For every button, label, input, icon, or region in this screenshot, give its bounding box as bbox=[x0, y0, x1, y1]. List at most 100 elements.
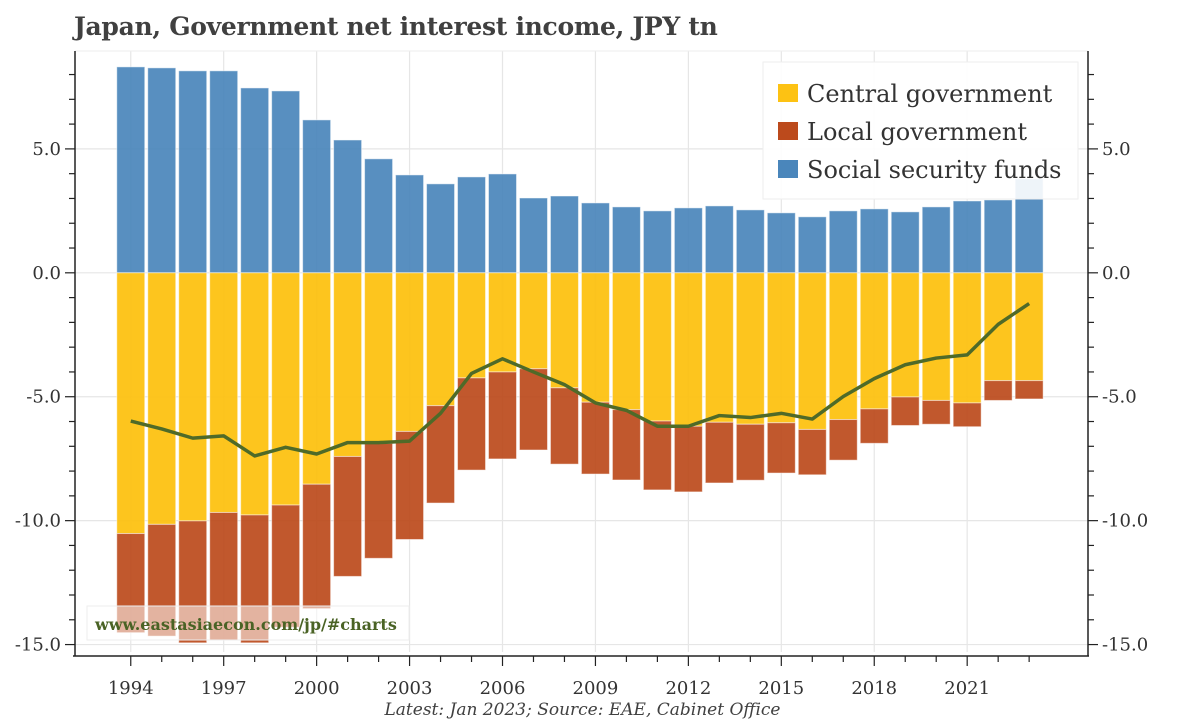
bar-social-security-2007 bbox=[518, 197, 548, 274]
bar-central-government-2003 bbox=[395, 272, 425, 432]
bar-social-security-1995 bbox=[147, 67, 177, 274]
bar-central-government-2006 bbox=[488, 272, 518, 373]
bar-social-security-1997 bbox=[209, 70, 239, 274]
bar-local-government-2023 bbox=[1014, 380, 1044, 400]
y-tick-label-left: -10.0 bbox=[15, 511, 61, 532]
y-tick-label-right: 5.0 bbox=[1102, 139, 1131, 160]
y-tick-label-left: 0.0 bbox=[32, 263, 61, 284]
legend-label: Central government bbox=[807, 80, 1053, 108]
watermark-text: www.eastasiaecon.com/jp/#charts bbox=[94, 615, 397, 634]
bar-social-security-1998 bbox=[240, 87, 270, 274]
x-tick-label: 2009 bbox=[573, 678, 619, 699]
bar-social-security-2002 bbox=[364, 158, 394, 274]
legend-swatch-social-security-funds bbox=[778, 160, 798, 178]
bar-social-security-2005 bbox=[457, 176, 487, 274]
legend-label: Local government bbox=[807, 118, 1027, 146]
bar-central-government-2020 bbox=[921, 272, 951, 401]
bar-central-government-2021 bbox=[952, 272, 982, 404]
x-tick-label: 2012 bbox=[665, 678, 711, 699]
x-tick-label: 2021 bbox=[944, 678, 990, 699]
legend: Central government Local government Social… bbox=[762, 61, 1079, 200]
bar-local-government-2016 bbox=[797, 428, 827, 476]
bar-social-security-2003 bbox=[395, 174, 425, 274]
watermark: www.eastasiaecon.com/jp/#charts bbox=[86, 605, 410, 641]
bar-local-government-2002 bbox=[364, 442, 394, 559]
y-tick-label-right: -5.0 bbox=[1102, 387, 1137, 408]
bar-central-government-2015 bbox=[766, 272, 796, 424]
y-tick-label-right: 0.0 bbox=[1102, 263, 1131, 284]
bar-social-security-2022 bbox=[983, 199, 1013, 274]
bar-central-government-2011 bbox=[642, 272, 672, 422]
bar-social-security-2006 bbox=[488, 173, 518, 274]
bar-central-government-2009 bbox=[580, 272, 610, 403]
source-note: Latest: Jan 2023; Source: EAE, Cabinet O… bbox=[384, 700, 781, 720]
bar-local-government-2010 bbox=[611, 409, 641, 481]
bar-central-government-2004 bbox=[426, 272, 456, 407]
bar-local-government-2015 bbox=[766, 422, 796, 474]
bar-local-government-2009 bbox=[580, 401, 610, 475]
legend-swatch-local-government bbox=[778, 122, 798, 140]
bar-social-security-2017 bbox=[828, 210, 858, 274]
bar-central-government-1998 bbox=[240, 272, 270, 516]
bar-central-government-2002 bbox=[364, 272, 394, 444]
bar-social-security-2019 bbox=[890, 211, 920, 274]
y-tick-label-right: -10.0 bbox=[1102, 511, 1148, 532]
bar-social-security-2016 bbox=[797, 216, 827, 274]
watermark-box bbox=[86, 605, 410, 641]
bar-central-government-2018 bbox=[859, 272, 889, 410]
bar-local-government-2005 bbox=[457, 377, 487, 471]
net-line bbox=[130, 302, 1031, 458]
bar-social-security-2013 bbox=[704, 205, 734, 274]
bar-central-government-1999 bbox=[271, 272, 301, 506]
y-tick-label-left: -15.0 bbox=[15, 635, 61, 656]
bar-local-government-2014 bbox=[735, 423, 765, 481]
bar-local-government-2017 bbox=[828, 419, 858, 461]
x-tick-label: 2000 bbox=[294, 678, 340, 699]
x-tick-label: 1997 bbox=[201, 678, 247, 699]
legend-swatch-central-government bbox=[778, 84, 798, 102]
bar-local-government-2001 bbox=[333, 455, 363, 577]
bar-social-security-2008 bbox=[549, 195, 579, 274]
net-interest-line bbox=[130, 302, 1031, 458]
bar-local-government-2003 bbox=[395, 430, 425, 540]
bar-central-government-2008 bbox=[549, 272, 579, 389]
bar-social-security-2009 bbox=[580, 202, 610, 274]
y-tick-label-left: -5.0 bbox=[26, 387, 61, 408]
x-tick-label: 2015 bbox=[758, 678, 804, 699]
bar-central-government-1994 bbox=[116, 272, 146, 535]
x-tick-label: 1994 bbox=[108, 678, 154, 699]
bar-social-security-1999 bbox=[271, 90, 301, 274]
bar-central-government-2005 bbox=[457, 272, 487, 379]
y-tick-label-left: 5.0 bbox=[32, 139, 61, 160]
bar-social-security-1994 bbox=[116, 66, 146, 274]
bar-social-security-2010 bbox=[611, 206, 641, 274]
bar-central-government-2001 bbox=[333, 272, 363, 457]
bar-social-security-2012 bbox=[673, 207, 703, 274]
bar-social-security-2015 bbox=[766, 212, 796, 274]
bar-central-government-2010 bbox=[611, 272, 641, 411]
bar-central-government-2007 bbox=[518, 272, 548, 370]
axes: 5.0 5.0 0.0 0.0 -5.0 -5.0 -10.0 -10.0 -15.0 -15.0… bbox=[15, 51, 1148, 699]
bar-central-government-1995 bbox=[147, 272, 177, 525]
bars bbox=[116, 66, 1044, 644]
bar-central-government-2023 bbox=[1014, 272, 1044, 382]
x-tick-label: 2018 bbox=[851, 678, 897, 699]
x-tick-label: 2006 bbox=[480, 678, 526, 699]
bar-local-government-2019 bbox=[890, 396, 920, 426]
bar-central-government-1997 bbox=[209, 272, 239, 513]
bar-local-government-2022 bbox=[983, 380, 1013, 401]
bar-central-government-2016 bbox=[797, 272, 827, 430]
legend-box bbox=[762, 61, 1079, 200]
bar-central-government-2012 bbox=[673, 272, 703, 427]
y-tick-label-right: -15.0 bbox=[1102, 635, 1148, 656]
bar-local-government-2000 bbox=[302, 483, 332, 610]
bar-local-government-2011 bbox=[642, 420, 672, 491]
bar-social-security-2020 bbox=[921, 206, 951, 274]
bar-social-security-1996 bbox=[178, 70, 208, 274]
bar-local-government-2020 bbox=[921, 399, 951, 425]
bar-social-security-2021 bbox=[952, 200, 982, 274]
bar-local-government-2018 bbox=[859, 408, 889, 444]
bar-local-government-2008 bbox=[549, 387, 579, 465]
bar-social-security-2014 bbox=[735, 209, 765, 274]
